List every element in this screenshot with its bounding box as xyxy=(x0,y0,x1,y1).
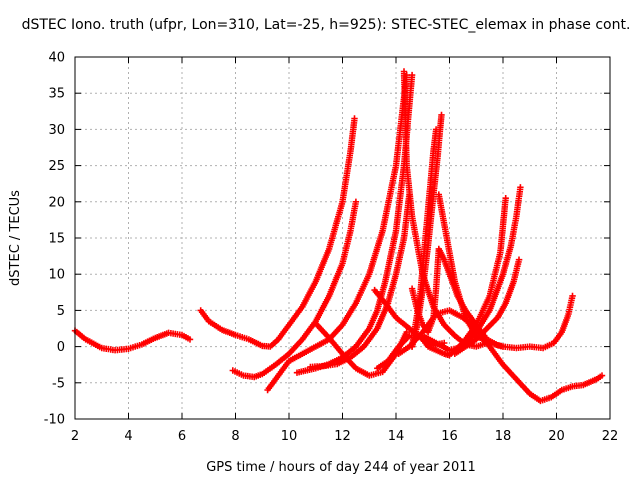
data-point-markers xyxy=(264,71,410,394)
data-point-markers xyxy=(435,191,576,352)
series-pass-16 xyxy=(435,191,576,352)
x-tick-label: 22 xyxy=(602,429,619,444)
data-point-markers xyxy=(197,115,358,350)
x-tick-label: 14 xyxy=(388,429,405,444)
y-tick-label: -5 xyxy=(52,376,65,391)
x-tick-label: 16 xyxy=(441,429,458,444)
data-point-markers xyxy=(451,256,523,357)
x-tick-label: 6 xyxy=(178,429,186,444)
plot-frame xyxy=(74,56,611,420)
x-tick-label: 18 xyxy=(495,429,512,444)
series-pass-2 xyxy=(197,115,358,350)
series-pass-6 xyxy=(307,191,413,371)
data-point-markers xyxy=(307,191,413,371)
x-tick-label: 20 xyxy=(548,429,565,444)
x-tick-label: 2 xyxy=(71,429,79,444)
y-tick-label: 35 xyxy=(48,87,65,102)
series-pass-17 xyxy=(451,256,523,357)
y-tick-label: 20 xyxy=(48,195,65,210)
series-layer xyxy=(71,68,606,405)
y-tick-label: 30 xyxy=(48,123,65,138)
y-tick-label: 25 xyxy=(48,159,65,174)
y-tick-label: 40 xyxy=(48,51,65,66)
y-tick-label: -10 xyxy=(44,413,65,428)
y-tick-label: 5 xyxy=(57,304,65,319)
series-pass-4 xyxy=(264,71,410,394)
data-point-markers xyxy=(408,111,445,350)
chart-title: dSTEC Iono. truth (ufpr, Lon=310, Lat=-2… xyxy=(22,17,631,33)
series-pass-15 xyxy=(408,111,445,350)
x-tick-label: 12 xyxy=(334,429,351,444)
x-tick-label: 4 xyxy=(124,429,132,444)
x-tick-label: 10 xyxy=(281,429,298,444)
y-tick-label: 15 xyxy=(48,232,65,247)
x-axis-title: GPS time / hours of day 244 of year 2011 xyxy=(206,460,476,475)
x-tick-label: 8 xyxy=(231,429,239,444)
y-tick-label: 10 xyxy=(48,268,65,283)
y-tick-label: 0 xyxy=(57,340,65,355)
y-axis-title: dSTEC / TECUs xyxy=(8,190,23,286)
ticks-layer: 2 4 6 8 10 12 14 16 18 20 22 -10 -5 0 5 10 15 20 25 30 35 40 xyxy=(44,51,619,445)
